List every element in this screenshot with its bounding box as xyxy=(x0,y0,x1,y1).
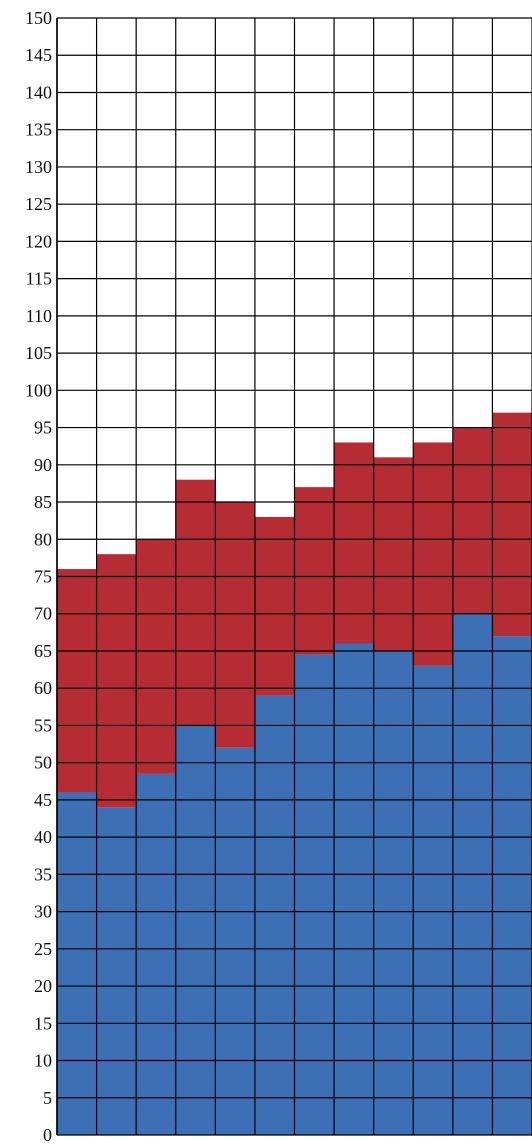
y-tick-label: 105 xyxy=(25,343,52,363)
y-tick-label: 15 xyxy=(34,1013,52,1033)
y-tick-label: 70 xyxy=(34,604,52,624)
y-tick-label: 85 xyxy=(34,492,52,512)
bar-top-segment xyxy=(413,442,453,666)
y-tick-label: 110 xyxy=(26,306,52,326)
y-tick-label: 55 xyxy=(34,715,52,735)
y-tick-label: 35 xyxy=(34,864,52,884)
y-tick-label: 80 xyxy=(34,529,52,549)
bar-bottom-segment xyxy=(492,636,532,1135)
y-tick-label: 100 xyxy=(25,380,52,400)
bar-bottom-segment xyxy=(334,643,374,1135)
bar-top-segment xyxy=(136,539,176,774)
y-tick-label: 5 xyxy=(43,1088,52,1108)
bar-top-segment xyxy=(334,442,374,644)
y-tick-label: 120 xyxy=(25,231,52,251)
y-tick-label: 0 xyxy=(43,1125,52,1143)
y-tick-label: 135 xyxy=(25,120,52,140)
y-tick-label: 90 xyxy=(34,455,52,475)
y-tick-label: 150 xyxy=(25,8,52,28)
bar-bottom-segment xyxy=(373,650,414,1135)
y-tick-label: 30 xyxy=(34,902,52,922)
y-tick-label: 115 xyxy=(26,269,52,289)
y-tick-label: 20 xyxy=(34,976,52,996)
bar-top-segment xyxy=(492,412,532,637)
y-tick-label: 45 xyxy=(34,790,52,810)
bar-top-segment xyxy=(294,487,335,655)
bar-bottom-segment xyxy=(294,654,335,1135)
bar-top-segment xyxy=(373,457,414,651)
bar-bottom-segment xyxy=(136,773,176,1135)
bar-bottom-segment xyxy=(215,747,255,1135)
y-tick-label: 125 xyxy=(25,194,52,214)
y-tick-label: 25 xyxy=(34,939,52,959)
bar-bottom-segment xyxy=(175,725,216,1135)
y-tick-label: 40 xyxy=(34,827,52,847)
bar-top-segment xyxy=(57,569,97,793)
bar-top-segment xyxy=(215,502,255,748)
bar-bottom-segment xyxy=(96,807,137,1135)
bar-top-segment xyxy=(254,516,295,696)
y-tick-label: 140 xyxy=(25,82,52,102)
bar-top-segment xyxy=(96,554,137,808)
bar-bottom-segment xyxy=(413,665,453,1135)
bar-bottom-segment xyxy=(254,695,295,1135)
y-tick-label: 75 xyxy=(34,567,52,587)
bar-top-segment xyxy=(452,427,493,614)
y-tick-label: 50 xyxy=(34,753,52,773)
y-tick-label: 145 xyxy=(25,45,52,65)
y-tick-label: 130 xyxy=(25,157,52,177)
y-tick-label: 10 xyxy=(34,1051,52,1071)
y-tick-label: 60 xyxy=(34,678,52,698)
bar-bottom-segment xyxy=(57,792,97,1135)
y-tick-label: 65 xyxy=(34,641,52,661)
y-tick-label: 95 xyxy=(34,418,52,438)
bar-top-segment xyxy=(175,479,216,726)
